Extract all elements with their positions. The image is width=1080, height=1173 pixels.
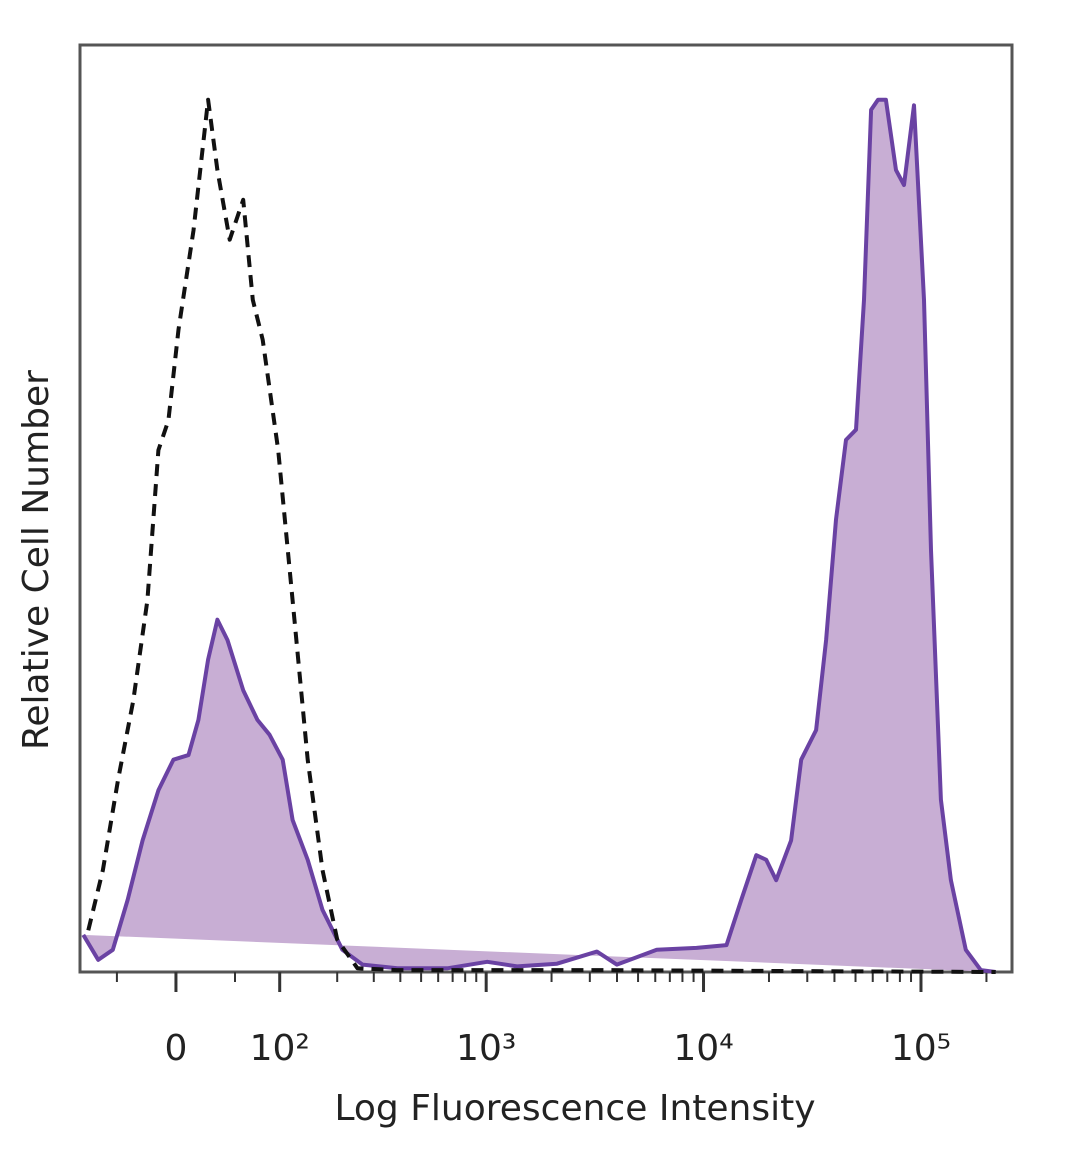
- y-axis-label: Relative Cell Number: [16, 370, 57, 750]
- plot-frame: [78, 43, 1014, 974]
- x-tick-label: 10⁵: [891, 1028, 951, 1069]
- x-tick-label: 10³: [456, 1028, 516, 1069]
- x-tick-label: 10⁴: [673, 1028, 733, 1069]
- histogram-line: [86, 97, 996, 974]
- x-axis-label: Log Fluorescence Intensity: [334, 1088, 815, 1129]
- x-tick-label: 10²: [250, 1028, 310, 1069]
- histogram-line: [81, 97, 996, 974]
- x-tick-label: 0: [164, 1028, 187, 1069]
